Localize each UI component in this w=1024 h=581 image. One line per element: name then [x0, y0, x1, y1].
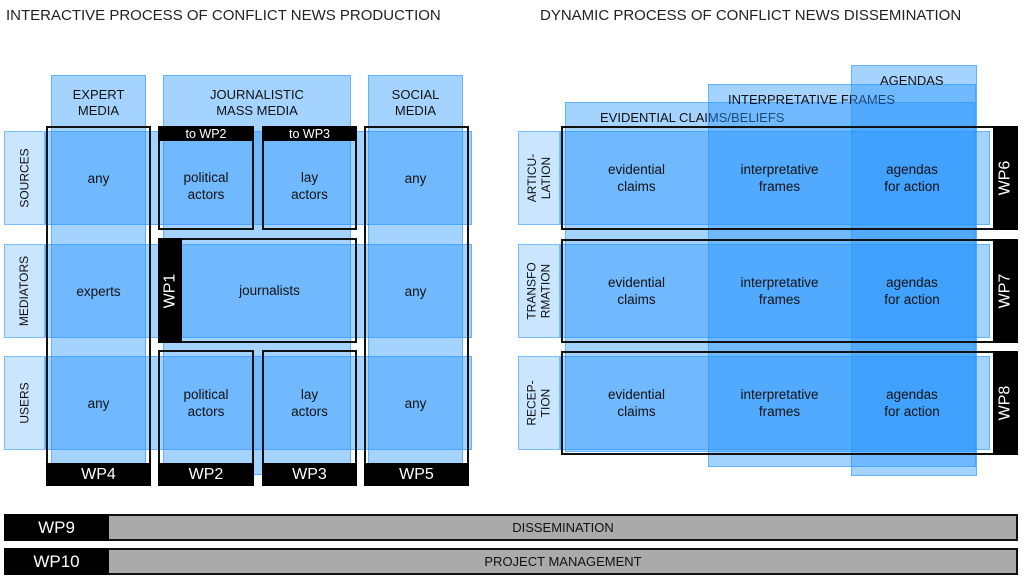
cell-interpretative: interpretative frames — [740, 275, 819, 307]
row-label: ARTICU- LATION — [518, 131, 560, 225]
row-strip — [45, 244, 472, 338]
column-strip — [708, 84, 976, 467]
bar-project-management: PROJECT MANAGEMENT — [4, 548, 1018, 575]
cell-lay-users: lay actors — [291, 387, 328, 419]
wp3-label: WP3 — [262, 463, 357, 486]
bar-wp-label: WP10 — [4, 548, 109, 575]
wp-label: WP8 — [993, 351, 1018, 455]
row-label-text: TRANSFO RMATION — [525, 262, 553, 320]
cell-social: any — [404, 395, 427, 411]
to-wp3-tag: to WP3 — [262, 126, 357, 141]
wp-label-text: WP8 — [996, 385, 1014, 421]
wp4-label: WP4 — [46, 463, 151, 486]
frame-wp7 — [561, 239, 1018, 343]
bar-wp-label: WP9 — [4, 514, 109, 541]
row-strip — [45, 131, 472, 225]
row-label: TRANSFO RMATION — [518, 244, 560, 338]
row-label-text: MEDIATORS — [17, 255, 32, 327]
bar-dissemination: DISSEMINATION — [4, 514, 1018, 541]
cell-political-sources: political actors — [183, 169, 229, 202]
cell-expert: any — [87, 170, 110, 186]
cell-agendas: agendas for action — [884, 275, 940, 307]
row-label-text: ARTICU- LATION — [525, 153, 554, 203]
cell-interpretative: interpretative frames — [740, 387, 819, 419]
column-strip — [565, 102, 975, 452]
row-label: RECEP- TION — [518, 356, 560, 450]
row-label: USERS — [4, 356, 45, 450]
column-header: JOURNALISTIC MASS MEDIA — [210, 87, 304, 118]
to-wp2-tag: to WP2 — [158, 126, 254, 141]
row-label-text: USERS — [17, 382, 32, 424]
wp-label-text: WP6 — [996, 160, 1014, 196]
row-label: SOURCES — [4, 131, 45, 225]
frame-wp6 — [561, 126, 1018, 230]
cell-social: any — [404, 170, 427, 186]
cell-interpretative: interpretative frames — [740, 162, 819, 194]
row-label-text: SOURCES — [17, 148, 32, 208]
wp-label: WP6 — [993, 126, 1018, 230]
cell-social: any — [404, 283, 427, 299]
wp5-label: WP5 — [364, 463, 469, 486]
cell-evidential: evidential claims — [607, 387, 666, 419]
row-strip — [560, 356, 990, 450]
left-title: INTERACTIVE PROCESS OF CONFLICT NEWS PRO… — [6, 7, 441, 24]
column-header: EXPERT MEDIA — [72, 87, 125, 118]
right-title: DYNAMIC PROCESS OF CONFLICT NEWS DISSEMI… — [540, 7, 962, 24]
cell-lay-sources: lay actors — [291, 169, 328, 202]
row-label: MEDIATORS — [4, 244, 45, 338]
wp1-label: WP1 — [158, 238, 182, 343]
column-header: SOCIAL MEDIA — [391, 87, 440, 118]
row-strip — [45, 356, 472, 450]
row-strip — [560, 244, 990, 338]
row-label-text: RECEP- TION — [525, 380, 553, 426]
cell-political-users: political actors — [183, 387, 229, 419]
wp2-label: WP2 — [158, 463, 254, 486]
frame-wp5 — [364, 126, 469, 486]
column-header: EVIDENTIAL CLAIMS/BELIEFS — [600, 110, 785, 125]
column-strip — [51, 75, 146, 475]
column-header: AGENDAS — [880, 73, 944, 88]
cell-journalists: journalists — [239, 283, 300, 298]
cell-evidential: evidential claims — [607, 162, 666, 194]
cell-expert: experts — [76, 283, 121, 299]
wp-label-text: WP7 — [996, 273, 1014, 309]
cell-evidential: evidential claims — [607, 275, 666, 307]
row-strip — [560, 131, 990, 225]
cell-agendas: agendas for action — [884, 162, 940, 194]
wp1-text: WP1 — [161, 273, 179, 308]
frame-wp8 — [561, 351, 1018, 455]
column-strip — [851, 65, 977, 476]
column-strip — [163, 75, 351, 475]
wp-label: WP7 — [993, 239, 1018, 343]
cell-expert: any — [87, 395, 110, 411]
column-header: INTERPRETATIVE FRAMES — [728, 92, 896, 107]
cell-agendas: agendas for action — [884, 387, 940, 419]
frame-wp4 — [46, 126, 151, 486]
